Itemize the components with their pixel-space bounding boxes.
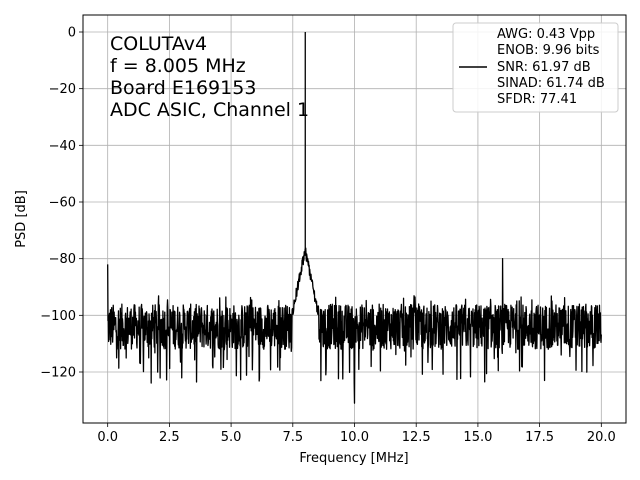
- legend-entry-sinad: SINAD: 61.74 dB: [497, 76, 605, 91]
- annotation-block: COLUTAv4 f = 8.005 MHz Board E169153 ADC…: [110, 33, 309, 121]
- legend-entry-snr: SNR: 61.97 dB: [497, 60, 591, 75]
- x-tick-label: 2.5: [159, 430, 180, 445]
- y-tick-label: 0: [68, 26, 76, 41]
- x-tick-label: 15.0: [463, 430, 492, 445]
- legend: AWG: 0.43 Vpp ENOB: 9.96 bits SNR: 61.97…: [452, 22, 619, 113]
- y-axis-label: PSD [dB]: [14, 190, 29, 248]
- legend-entry-awg: AWG: 0.43 Vpp: [497, 27, 595, 42]
- annotation-line-1: COLUTAv4: [110, 33, 207, 55]
- x-tick-label: 5.0: [221, 430, 242, 445]
- y-tick-label: −120: [40, 366, 76, 381]
- x-tick-label: 0.0: [97, 430, 118, 445]
- axis-ticks: 0.0 2.5 5.0 7.5 10.0 12.5 15.0 17.5 20.0 0 −20 −40 −…: [40, 26, 616, 446]
- legend-entry-sfdr: SFDR: 77.41: [497, 92, 577, 107]
- y-tick-label: −20: [49, 82, 76, 97]
- x-axis-label: Frequency [MHz]: [299, 451, 408, 466]
- y-tick-label: −60: [49, 196, 76, 211]
- annotation-line-3: Board E169153: [110, 77, 256, 99]
- x-tick-label: 17.5: [525, 430, 554, 445]
- x-tick-label: 20.0: [587, 430, 616, 445]
- x-tick-label: 12.5: [402, 430, 431, 445]
- legend-entry-enob: ENOB: 9.96 bits: [497, 43, 600, 58]
- y-tick-label: −40: [49, 139, 76, 154]
- psd-series: [107, 32, 602, 404]
- legend-box: [452, 22, 619, 113]
- y-tick-label: −80: [49, 252, 76, 267]
- psd-line: [107, 32, 602, 404]
- annotation-line-2: f = 8.005 MHz: [110, 55, 246, 77]
- x-tick-label: 7.5: [282, 430, 303, 445]
- y-tick-label: −100: [40, 309, 76, 324]
- x-tick-label: 10.0: [340, 430, 369, 445]
- annotation-line-4: ADC ASIC, Channel 1: [110, 99, 309, 121]
